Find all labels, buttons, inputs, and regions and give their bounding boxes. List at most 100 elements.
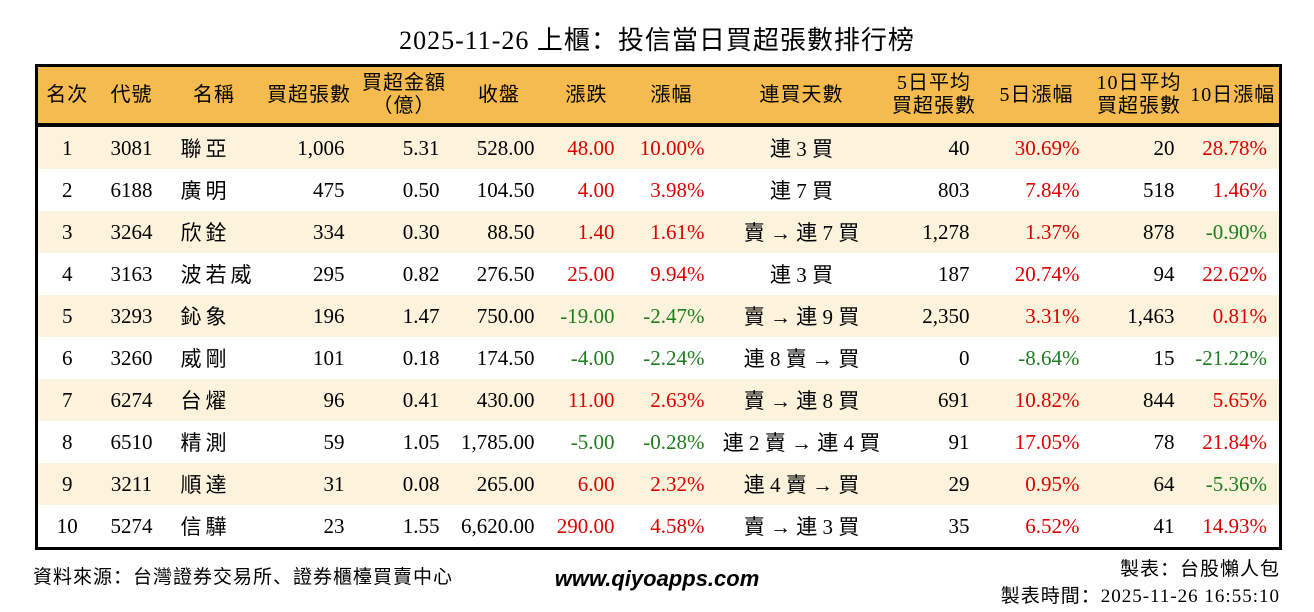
col-header-pct5: 5日漲幅: [981, 65, 1092, 127]
cell-change-pct: 3.98%: [650, 177, 705, 202]
cell-pct5: 0.95%: [1025, 471, 1080, 496]
cell-pct5: 17.05%: [1014, 429, 1080, 454]
cell-buy-volume: 475: [313, 177, 345, 202]
col-header-pct10: 10日漲幅: [1186, 65, 1281, 127]
cell-pct10: 14.93%: [1202, 513, 1267, 538]
cell-avg10-volume: 41: [1153, 513, 1175, 538]
cell-buy-amount: 0.08: [402, 471, 440, 496]
cell-streak: 連 7 買: [770, 179, 833, 203]
cell-rank: 6: [62, 345, 73, 370]
cell-rank: 8: [62, 429, 73, 454]
cell-pct10: -0.90%: [1205, 219, 1267, 244]
table-header: 名次 代號 名稱 買超張數 買超金額 （億） 收盤 漲跌 漲幅 連買天數 5日平…: [36, 65, 1281, 127]
table-row: 8 6510 精測 59 1.05 1,785.00 -5.00 -0.28% 連 2 賣 → …: [36, 421, 1281, 463]
cell-change: 25.00: [567, 261, 615, 286]
cell-change: 6.00: [577, 471, 615, 496]
cell-change: -5.00: [570, 429, 615, 454]
cell-avg10-volume: 15: [1153, 345, 1175, 370]
cell-buy-volume: 101: [313, 345, 345, 370]
table-row: 5 3293 鈊象 196 1.47 750.00 -19.00 -2.47% 賣 → 連 9 …: [36, 295, 1281, 337]
cell-change: 1.40: [577, 219, 615, 244]
cell-avg10-volume: 1,463: [1127, 303, 1175, 328]
cell-avg10-volume: 64: [1153, 471, 1175, 496]
cell-change-pct: -2.47%: [643, 303, 705, 328]
made-time-text: 製表時間：2025-11-26 16:55:10: [1000, 585, 1280, 607]
data-source-text: 資料來源：台灣證券交易所、證券櫃檯買賣中心: [33, 567, 454, 588]
cell-change: -4.00: [570, 345, 615, 370]
col-header-buy-volume: 買超張數: [261, 65, 357, 127]
cell-close: 430.00: [476, 387, 535, 412]
cell-pct10: 28.78%: [1202, 135, 1267, 160]
cell-buy-amount: 0.41: [402, 387, 440, 412]
cell-pct10: 21.84%: [1202, 429, 1267, 454]
cell-close: 528.00: [476, 135, 535, 160]
cell-pct5: 20.74%: [1014, 261, 1080, 286]
cell-streak: 賣 → 連 8 買: [743, 389, 860, 413]
cell-change: 11.00: [568, 387, 615, 412]
cell-close: 6,620.00: [461, 513, 535, 538]
cell-pct5: 6.52%: [1025, 513, 1080, 538]
cell-pct5: -8.64%: [1018, 345, 1080, 370]
table-row: 7 6274 台燿 96 0.41 430.00 11.00 2.63% 賣 → 連 8 買 69…: [36, 379, 1281, 421]
col-header-name: 名稱: [166, 65, 262, 127]
cell-streak: 連 2 賣 → 連 4 買: [722, 431, 881, 455]
cell-pct5: 30.69%: [1014, 135, 1080, 160]
cell-change-pct: 1.61%: [650, 219, 705, 244]
cell-change-pct: 2.32%: [650, 471, 705, 496]
cell-name: 威剛: [180, 347, 231, 371]
col-header-close: 收盤: [451, 65, 547, 127]
cell-change: -19.00: [560, 303, 615, 328]
cell-code: 5274: [110, 513, 153, 538]
cell-avg5-volume: 91: [948, 429, 970, 454]
col-header-buy-amount: 買超金額 （億）: [356, 65, 452, 127]
cell-change-pct: -0.28%: [643, 429, 705, 454]
cell-change-pct: 9.94%: [650, 261, 705, 286]
cell-avg10-volume: 94: [1153, 261, 1175, 286]
cell-close: 750.00: [476, 303, 535, 328]
cell-buy-amount: 0.18: [402, 345, 440, 370]
cell-buy-amount: 5.31: [402, 135, 440, 160]
cell-buy-amount: 1.05: [402, 429, 440, 454]
cell-change-pct: 4.58%: [650, 513, 705, 538]
table-row: 4 3163 波若威 295 0.82 276.50 25.00 9.94% 連 3 買 187 2…: [36, 253, 1281, 295]
cell-rank: 4: [62, 261, 73, 286]
cell-buy-volume: 295: [313, 261, 345, 286]
cell-code: 6188: [110, 177, 153, 202]
cell-close: 265.00: [476, 471, 535, 496]
cell-streak: 賣 → 連 7 買: [743, 221, 860, 245]
cell-name: 鈊象: [180, 305, 231, 329]
cell-avg5-volume: 691: [938, 387, 970, 412]
table-row: 10 5274 信驊 23 1.55 6,620.00 290.00 4.58% 賣 → 連 3…: [36, 505, 1281, 549]
cell-buy-amount: 1.55: [402, 513, 440, 538]
cell-code: 6510: [110, 429, 153, 454]
cell-name: 精測: [180, 431, 231, 455]
cell-avg5-volume: 187: [938, 261, 970, 286]
cell-rank: 1: [62, 135, 73, 160]
cell-change: 4.00: [577, 177, 615, 202]
cell-streak: 連 3 買: [770, 263, 833, 287]
table-row: 9 3211 順達 31 0.08 265.00 6.00 2.32% 連 4 賣 → 買 29 0…: [36, 463, 1281, 505]
cell-buy-amount: 1.47: [402, 303, 440, 328]
table-row: 1 3081 聯亞 1,006 5.31 528.00 48.00 10.00% 連 3 買 40…: [36, 125, 1281, 169]
col-header-rank: 名次: [36, 65, 97, 127]
cell-pct10: 0.81%: [1212, 303, 1267, 328]
cell-change-pct: -2.24%: [643, 345, 705, 370]
cell-close: 104.50: [476, 177, 535, 202]
cell-code: 3163: [110, 261, 153, 286]
cell-buy-volume: 1,006: [297, 135, 345, 160]
cell-streak: 連 4 賣 → 買: [743, 473, 860, 497]
cell-streak: 連 8 賣 → 買: [743, 347, 860, 371]
col-header-avg5-volume: 5日平均 買超張數: [886, 65, 982, 127]
cell-code: 3081: [110, 135, 153, 160]
cell-pct10: -21.22%: [1195, 345, 1267, 370]
cell-pct10: 5.65%: [1212, 387, 1267, 412]
cell-buy-volume: 96: [323, 387, 345, 412]
maker-text: 製表：台股懶人包: [1119, 559, 1280, 580]
cell-avg5-volume: 1,278: [922, 219, 970, 244]
cell-pct10: 22.62%: [1202, 261, 1267, 286]
header-row: 名次 代號 名稱 買超張數 買超金額 （億） 收盤 漲跌 漲幅 連買天數 5日平…: [36, 65, 1281, 127]
page-title: 2025-11-26 上櫃：投信當日買超張數排行榜: [399, 26, 915, 55]
table-row: 2 6188 廣明 475 0.50 104.50 4.00 3.98% 連 7 買 803 7.8…: [36, 169, 1281, 211]
cell-name: 欣銓: [180, 221, 231, 245]
cell-name: 信驊: [180, 515, 231, 539]
